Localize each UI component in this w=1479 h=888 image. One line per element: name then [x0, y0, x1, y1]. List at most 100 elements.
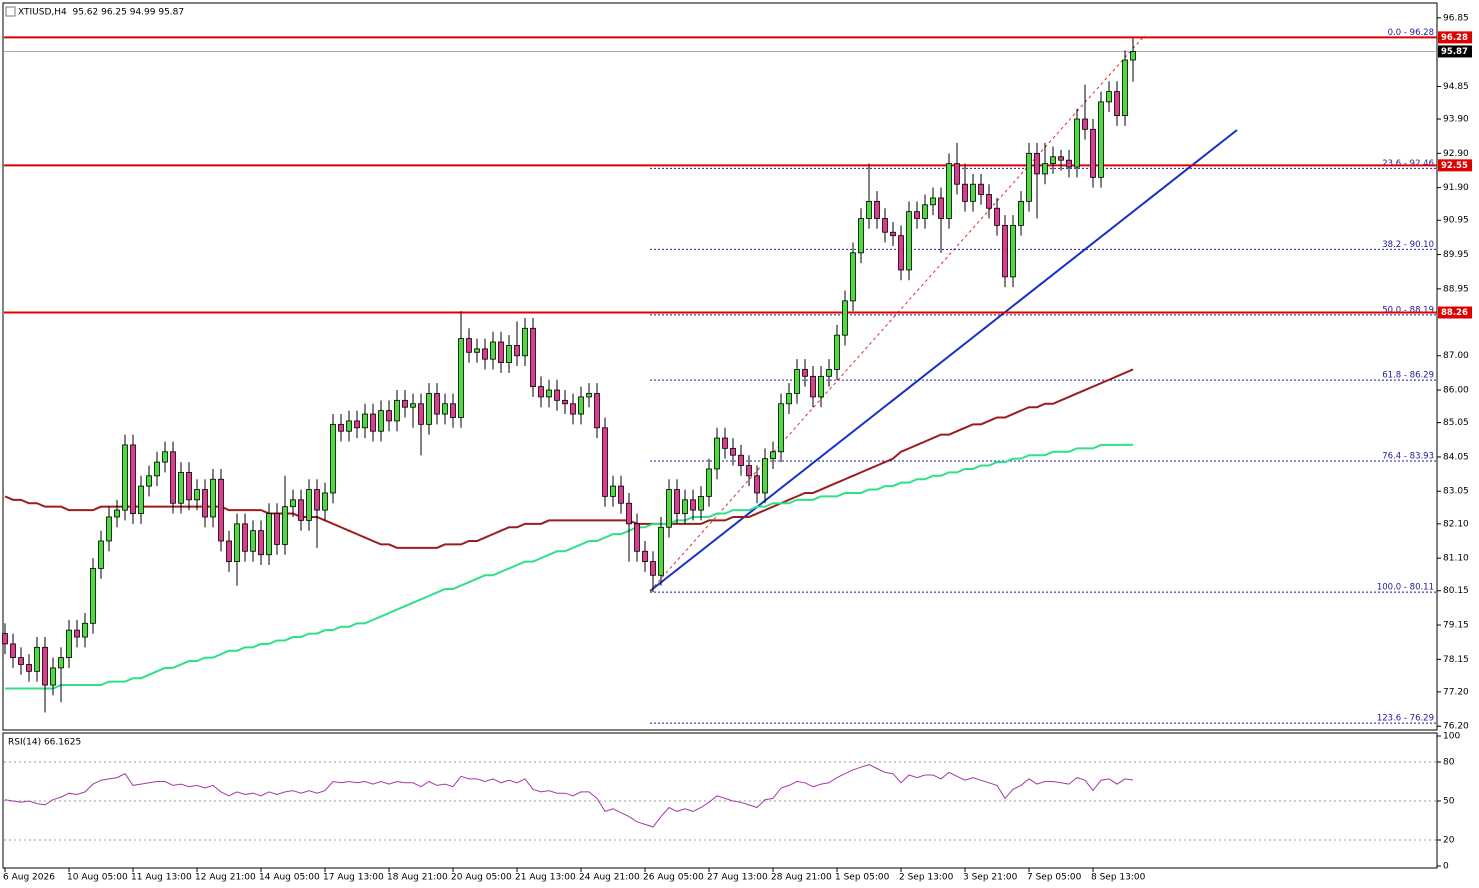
y-tick-label: 94.85 [1443, 82, 1469, 92]
candle-body [706, 468, 712, 497]
candle-body [962, 183, 968, 202]
candle-body [322, 492, 328, 511]
x-tick-label: 6 Aug 2026 [3, 873, 55, 883]
candle-body [778, 403, 784, 453]
candle-body [674, 489, 680, 514]
trend-line [649, 129, 1238, 592]
candle-body [530, 327, 536, 388]
candle-body [346, 420, 352, 432]
candle-body [794, 369, 800, 394]
candle-body [762, 458, 768, 494]
x-tick-label: 24 Aug 21:00 [579, 873, 640, 883]
candle-body [450, 403, 456, 418]
y-tick-label: 82.10 [1443, 519, 1469, 529]
candle-body [410, 403, 416, 408]
y-tick-label: 90.95 [1443, 216, 1469, 226]
candle-body [242, 523, 248, 552]
x-tick-label: 26 Aug 05:00 [643, 873, 704, 883]
symbol-icon [5, 6, 16, 17]
candle-body [1106, 91, 1112, 103]
price-box-label: 88.26 [1441, 308, 1468, 318]
y-tick-label: 76.20 [1443, 722, 1469, 732]
candle-body [538, 386, 544, 398]
candle-body [602, 427, 608, 497]
candle-body [378, 410, 384, 432]
candle-body [522, 327, 528, 357]
y-tick-label: 78.15 [1443, 655, 1469, 665]
x-tick-label: 1 Sep 05:00 [835, 873, 890, 883]
candle-body [458, 338, 464, 418]
candle-body [386, 410, 392, 422]
x-tick-label: 8 Sep 13:00 [1091, 873, 1146, 883]
candle-body [418, 403, 424, 425]
price-box-label: 92.55 [1441, 161, 1468, 171]
candle-body [1082, 118, 1088, 130]
price-panel [2, 2, 1438, 731]
fib-label: 123.6 - 76.29 [1377, 714, 1434, 724]
y-tick-label: 87.00 [1443, 351, 1469, 361]
candle-body [274, 513, 280, 545]
y-tick-label: 79.15 [1443, 621, 1469, 631]
y-tick-label: 50 [1443, 797, 1455, 807]
candle-body [210, 478, 216, 518]
fib-label: 100.0 - 80.11 [1377, 583, 1434, 593]
y-tick-label: 93.90 [1443, 115, 1469, 125]
x-tick-label: 18 Aug 21:00 [387, 873, 448, 883]
candle-body [122, 444, 128, 511]
candle-body [1122, 59, 1128, 117]
y-tick-label: 92.90 [1443, 149, 1469, 159]
candle-body [1050, 156, 1056, 165]
candle-body [226, 540, 232, 562]
y-tick-label: 81.10 [1443, 554, 1469, 564]
x-tick-label: 21 Aug 13:00 [515, 873, 576, 883]
candle-body [330, 423, 336, 494]
candle-body [106, 516, 112, 542]
candle-body [634, 523, 640, 552]
y-tick-label: 83.05 [1443, 487, 1469, 497]
x-tick-label: 28 Aug 21:00 [771, 873, 832, 883]
candle-body [194, 489, 200, 501]
candle-body [578, 396, 584, 415]
candle-body [34, 646, 40, 672]
candle-body [746, 465, 752, 477]
candle-body [426, 393, 432, 425]
x-tick-label: 20 Aug 05:00 [451, 873, 512, 883]
candle-body [906, 211, 912, 271]
candle-body [282, 506, 288, 545]
y-tick-label: 96.85 [1443, 13, 1469, 23]
price-box [1438, 31, 1472, 44]
candle-body [170, 451, 176, 504]
candle-body [490, 341, 496, 360]
candle-body [682, 499, 688, 514]
candle-body [818, 375, 824, 398]
candle-body [930, 197, 936, 206]
candle-body [58, 657, 64, 669]
candle-body [1010, 224, 1016, 278]
x-tick-label: 17 Aug 13:00 [323, 873, 384, 883]
candle-body [1090, 128, 1096, 178]
candle-body [986, 194, 992, 209]
candle-body [714, 437, 720, 470]
candle-body [810, 375, 816, 398]
candle-body [298, 499, 304, 521]
candle-body [82, 622, 88, 638]
y-tick-label: 20 [1443, 836, 1455, 846]
candle-body [258, 530, 264, 556]
candle-body [938, 197, 944, 219]
candle-body [898, 235, 904, 271]
candle-body [178, 471, 184, 504]
y-tick-label: 80 [1443, 758, 1455, 768]
candle-body [890, 231, 896, 237]
candle-body [514, 345, 520, 357]
candle-body [690, 499, 696, 511]
fib-label: 50.0 - 88.19 [1382, 305, 1434, 315]
candle-body [138, 485, 144, 514]
candle-body [1098, 101, 1104, 178]
candle-body [914, 211, 920, 219]
candle-body [1002, 224, 1008, 278]
y-tick-label: 86.00 [1443, 386, 1469, 396]
candle-body [1058, 156, 1064, 161]
candle-body [338, 423, 344, 432]
